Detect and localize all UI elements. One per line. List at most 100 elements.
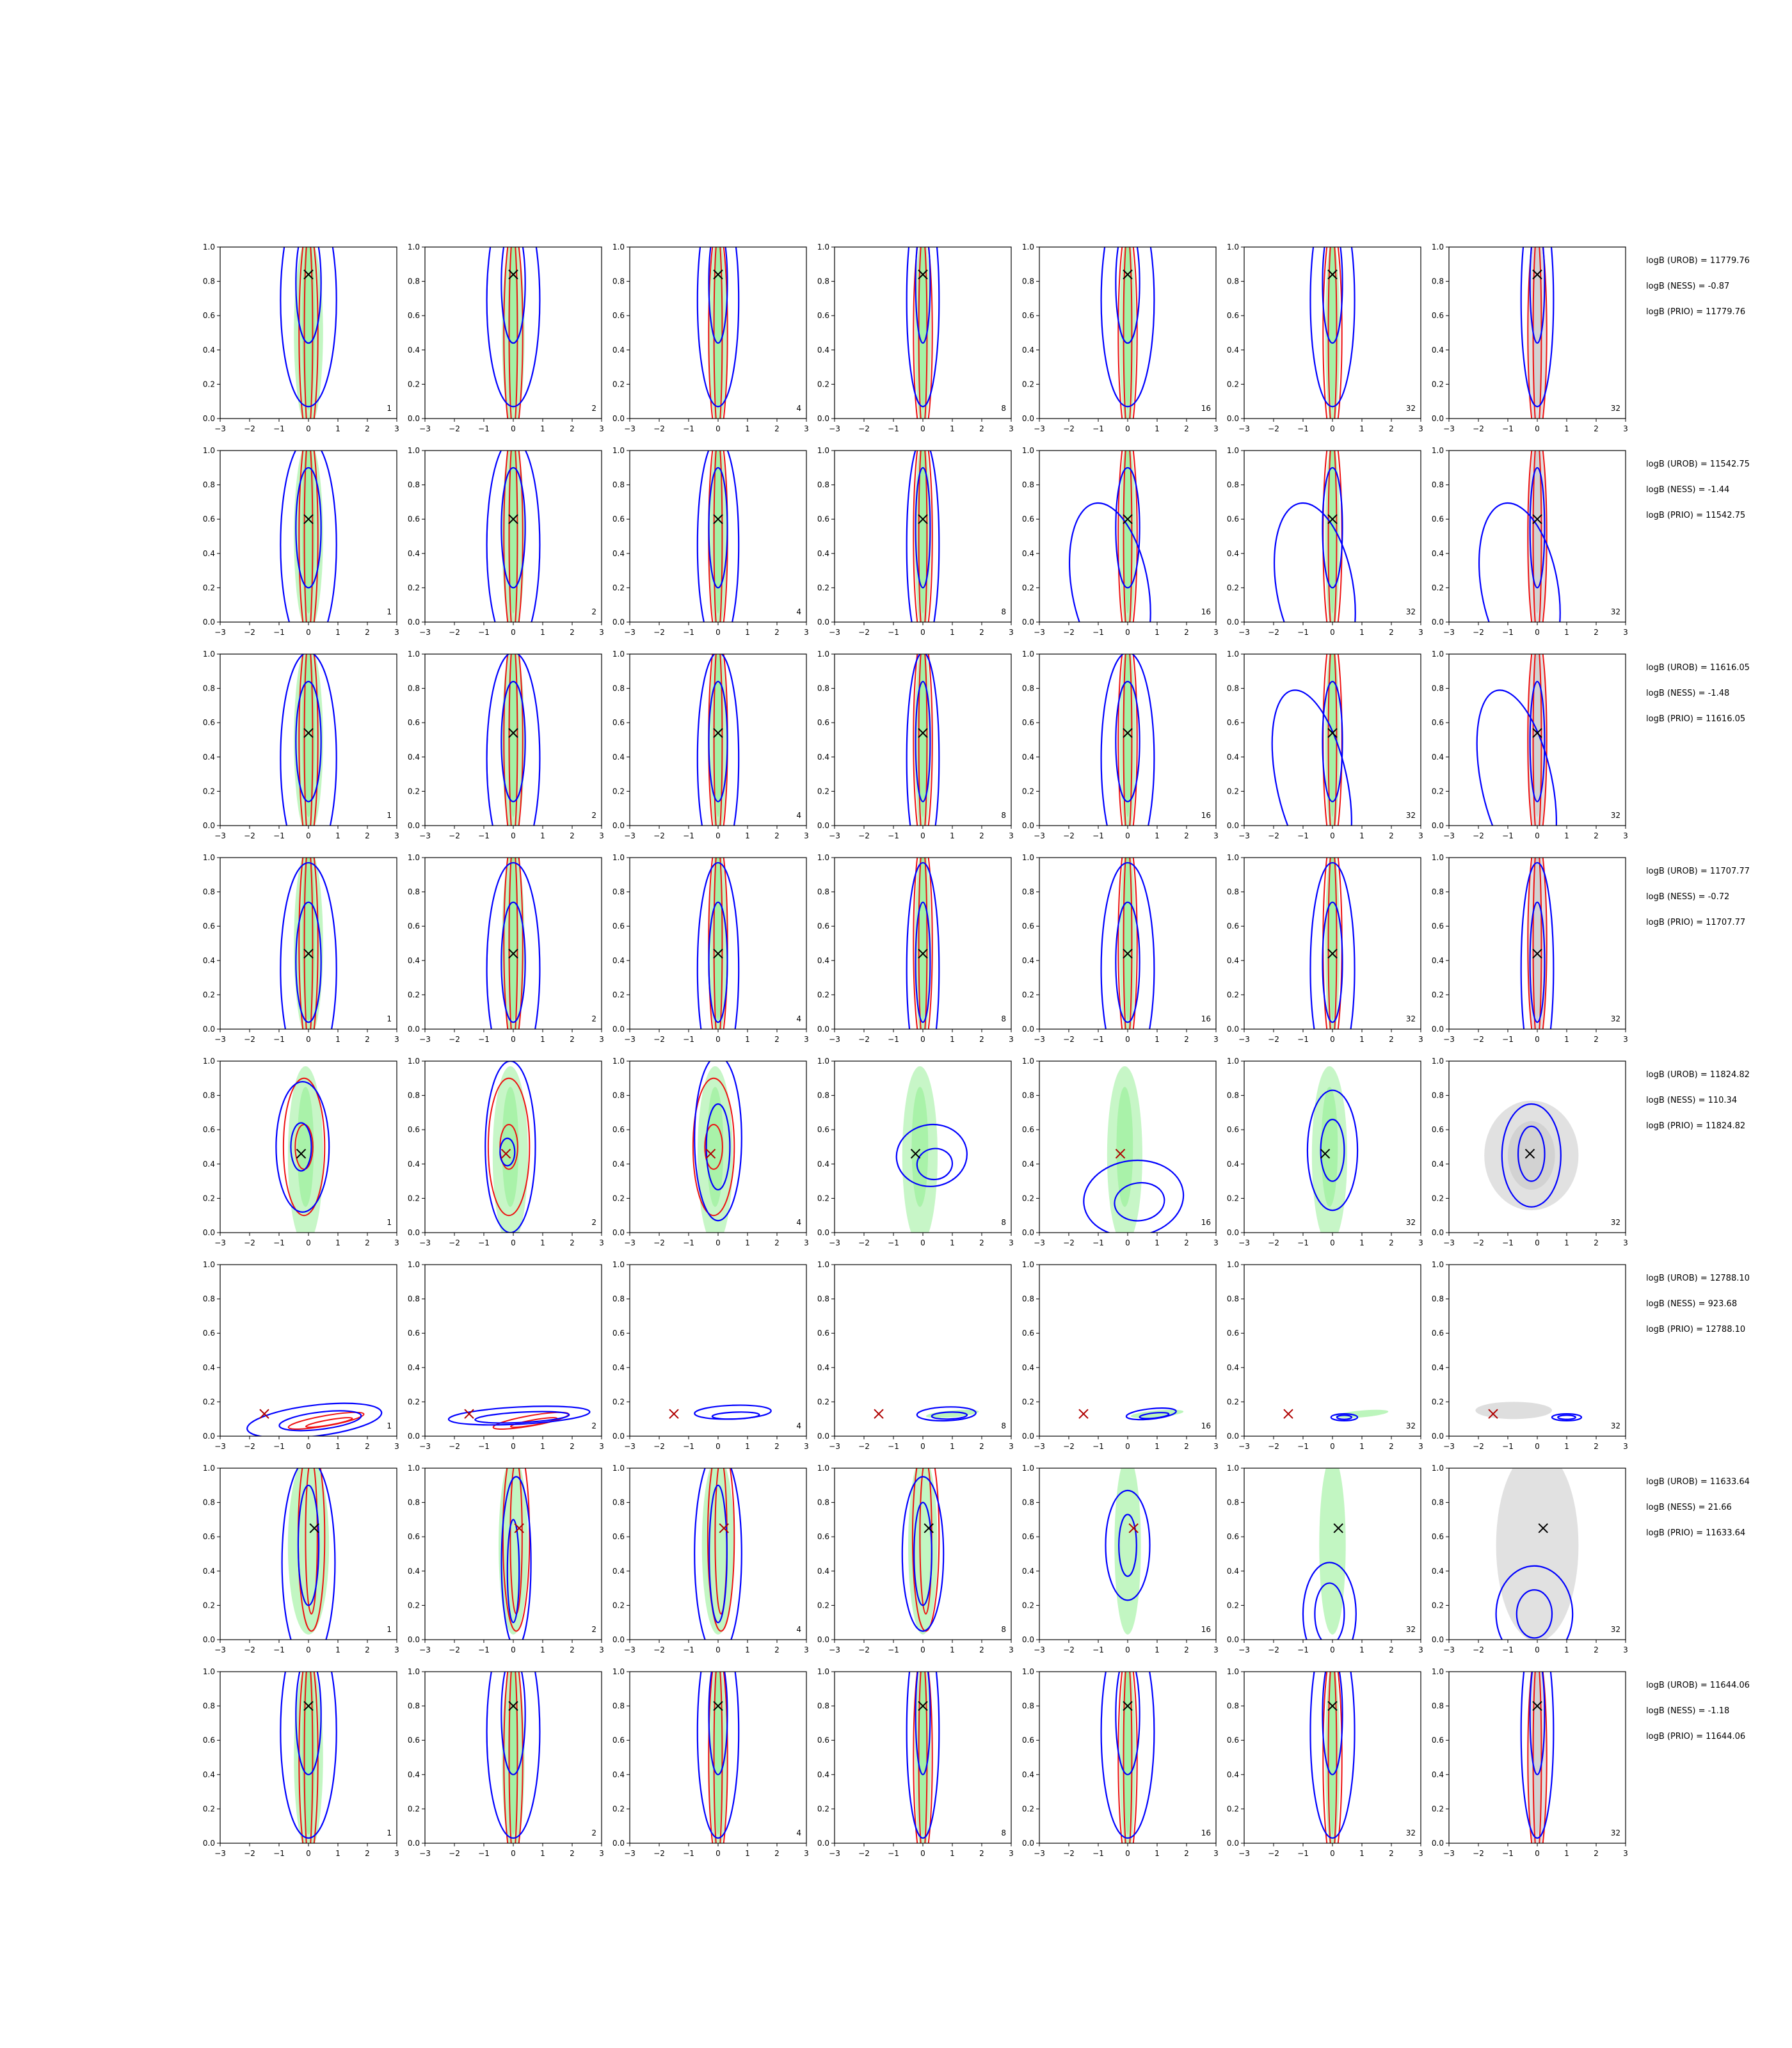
y-tick-label: 0.0 xyxy=(1022,1839,1034,1848)
plot-area xyxy=(486,858,541,1029)
x-tick-label: −3 xyxy=(1238,831,1250,840)
x-tick-label: −1 xyxy=(1502,424,1514,433)
truth-marker xyxy=(713,728,723,738)
nonrobust-contour xyxy=(1532,858,1542,1029)
axes-frame xyxy=(629,1264,807,1437)
panel-r7-c6: −3 −2 −1 0 1 2 3 0.0 0.2 0.4 0.6 0.8 1.0 32 xyxy=(1227,1464,1423,1654)
robust-contour xyxy=(275,1081,330,1213)
nonrobust-contour xyxy=(1327,451,1338,622)
x-tick-label: 0 xyxy=(716,1645,721,1654)
panel-count-label: 2 xyxy=(591,811,596,820)
truth-marker xyxy=(1123,1700,1133,1711)
y-tick-label: 0.8 xyxy=(1227,277,1239,286)
y-tick-label: 0.2 xyxy=(817,1194,829,1203)
y-tick-label: 0.2 xyxy=(612,1601,625,1610)
y-tick-label: 0.8 xyxy=(1432,684,1444,693)
y-tick-label: 0.8 xyxy=(612,481,625,490)
x-tick-label: 3 xyxy=(1418,1645,1423,1654)
y-tick-label: 1.0 xyxy=(203,243,215,252)
x-tick-label: −2 xyxy=(653,1849,665,1858)
y-tick-label: 0.6 xyxy=(1227,1532,1239,1541)
y-tick-label: 0.0 xyxy=(1022,414,1034,423)
robust-contour xyxy=(1322,467,1343,589)
x-tick-label: 0 xyxy=(920,1035,925,1044)
y-tick-label: 0.2 xyxy=(1432,1397,1444,1406)
x-tick-label: 3 xyxy=(1213,1238,1219,1247)
plot-area xyxy=(1125,1407,1184,1421)
plot-area xyxy=(1309,1672,1356,1843)
x-tick-label: 1 xyxy=(1564,1238,1569,1247)
x-tick-label: 1 xyxy=(1155,424,1160,433)
x-tick-label: −2 xyxy=(1473,1849,1484,1858)
x-tick-label: −2 xyxy=(244,1442,255,1451)
y-tick-label: 0.8 xyxy=(1227,1702,1239,1711)
plot-area xyxy=(486,451,541,622)
robust-contour xyxy=(1520,861,1555,1029)
robust-contour xyxy=(906,247,940,408)
y-tick-label: 1.0 xyxy=(203,1667,215,1676)
density-fill xyxy=(1321,1087,1338,1207)
x-tick-label: −2 xyxy=(449,1035,460,1044)
truth-marker xyxy=(1327,728,1338,738)
panel-count-label: 8 xyxy=(1001,811,1006,820)
robust-contour xyxy=(1476,689,1557,826)
x-tick-label: 3 xyxy=(804,1849,809,1858)
y-tick-label: 0.4 xyxy=(1432,956,1444,965)
nonrobust-contour xyxy=(508,1672,518,1843)
truth-marker xyxy=(1123,948,1133,959)
y-tick-label: 0.8 xyxy=(817,888,829,897)
x-tick-label: 2 xyxy=(1184,628,1189,637)
robust-contour xyxy=(708,247,728,344)
y-tick-label: 0.6 xyxy=(612,311,625,320)
x-tick-label: −2 xyxy=(1473,628,1484,637)
x-tick-label: 2 xyxy=(570,1849,575,1858)
y-tick-label: 1.0 xyxy=(408,446,420,455)
y-tick-label: 0.8 xyxy=(203,1498,215,1507)
robust-contour xyxy=(1501,1103,1562,1208)
x-tick-label: 3 xyxy=(1213,831,1219,840)
y-tick-label: 0.0 xyxy=(408,1432,420,1441)
robust-contour xyxy=(696,861,740,1029)
y-tick-label: 0.2 xyxy=(1432,1194,1444,1203)
y-tick-label: 0.0 xyxy=(817,1025,829,1034)
nonrobust-contour xyxy=(1322,247,1343,419)
x-tick-label: 2 xyxy=(1184,1645,1189,1654)
x-tick-label: −2 xyxy=(653,1035,665,1044)
truth-marker xyxy=(1532,728,1542,738)
x-tick-label: 0 xyxy=(511,1849,516,1858)
x-tick-label: 0 xyxy=(1535,1849,1540,1858)
y-tick-label: 0.2 xyxy=(408,583,420,592)
x-tick-label: −3 xyxy=(829,424,840,433)
density-fill xyxy=(1533,858,1542,1021)
x-tick-label: 3 xyxy=(1213,1442,1219,1451)
x-tick-label: 3 xyxy=(394,1442,399,1451)
x-tick-label: 3 xyxy=(804,1035,809,1044)
y-tick-label: 1.0 xyxy=(817,650,829,659)
y-tick-label: 0.8 xyxy=(1022,1702,1034,1711)
y-tick-label: 0.0 xyxy=(408,1228,420,1237)
density-fill xyxy=(1124,451,1132,614)
y-tick-label: 0.0 xyxy=(1227,414,1239,423)
truth-marker xyxy=(508,948,518,959)
x-tick-label: 2 xyxy=(1389,1442,1394,1451)
x-tick-label: −2 xyxy=(653,628,665,637)
y-tick-label: 0.8 xyxy=(612,277,625,286)
x-tick-label: 1 xyxy=(1564,1442,1569,1451)
y-tick-label: 0.0 xyxy=(1432,1228,1444,1237)
plot-area xyxy=(696,858,740,1029)
y-tick-label: 0.2 xyxy=(408,990,420,999)
x-tick-label: −3 xyxy=(1238,1442,1250,1451)
robust-contour xyxy=(913,1501,932,1606)
y-tick-label: 0.6 xyxy=(817,311,829,320)
logb-ness-row-5: logB (NESS) = 110.34 xyxy=(1646,1096,1738,1105)
y-tick-label: 1.0 xyxy=(612,1464,625,1473)
x-tick-label: −1 xyxy=(1502,628,1514,637)
x-tick-label: 3 xyxy=(1213,1849,1219,1858)
x-tick-label: −2 xyxy=(449,1238,460,1247)
y-tick-label: 0.6 xyxy=(1022,311,1034,320)
plot-area xyxy=(694,1468,742,1640)
x-tick-label: 1 xyxy=(335,628,340,637)
plot-area xyxy=(499,1468,532,1640)
density-fill xyxy=(508,451,519,614)
nonrobust-contour xyxy=(1327,858,1338,1029)
